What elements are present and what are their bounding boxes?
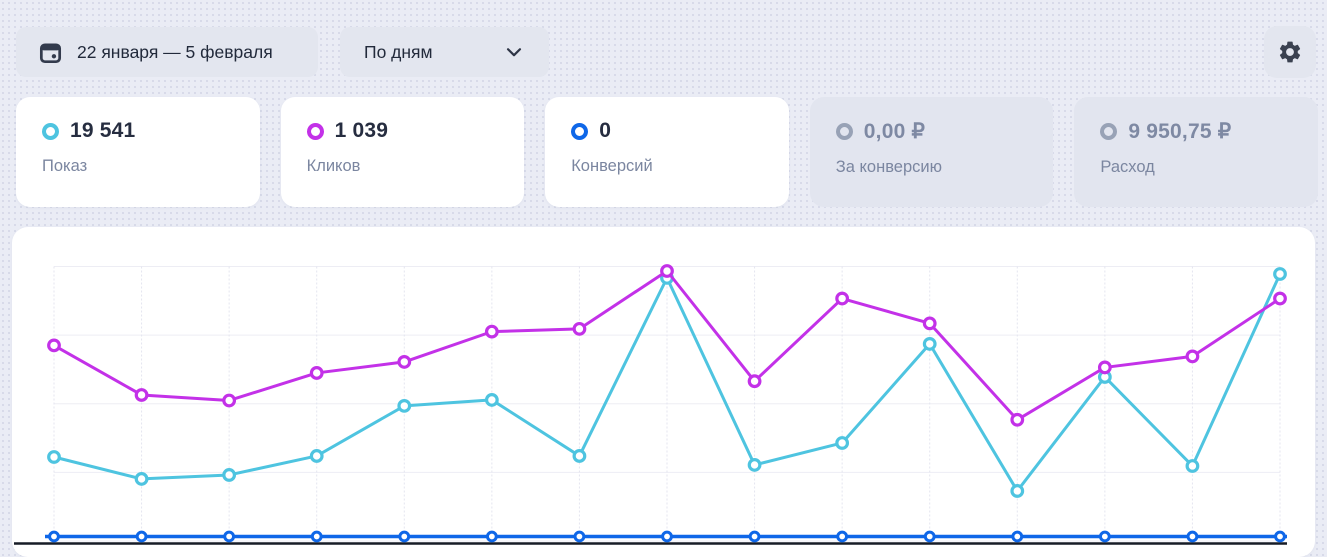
grouping-dropdown[interactable]: По дням (340, 27, 549, 77)
conversions-ring-icon (571, 122, 589, 140)
impressions-value: 19 541 (70, 119, 136, 142)
toolbar: 22 января — 5 февраля По дням (0, 0, 1327, 92)
spend-value: 9 950,75 ₽ (1128, 120, 1232, 143)
statistics-line-chart[interactable] (12, 227, 1315, 557)
cost-per-conversion-value: 0,00 ₽ (863, 120, 926, 143)
spend-ring-icon (1100, 123, 1118, 140)
cost-per-conversion-label: За конверсию (835, 158, 942, 176)
metric-card-impressions[interactable]: 19 541 Показ (16, 97, 260, 207)
date-range-label: 22 января — 5 февраля (77, 41, 273, 62)
statistics-chart-card (12, 227, 1315, 557)
settings-button[interactable] (1264, 26, 1316, 78)
metrics-row: 19 541 Показ 1 039 Кликов 0 Конверсий 0,… (16, 97, 1318, 207)
calendar-icon (38, 40, 63, 65)
clicks-label: Кликов (306, 157, 361, 175)
chevron-down-icon (503, 41, 525, 63)
grouping-label: По дням (364, 41, 433, 62)
metric-card-clicks[interactable]: 1 039 Кликов (280, 97, 525, 207)
metric-card-cost-per-conversion[interactable]: 0,00 ₽ За конверсию (809, 97, 1054, 207)
conversions-label: Конверсий (571, 157, 653, 175)
cost-per-conversion-ring-icon (835, 123, 853, 140)
clicks-ring-icon (306, 122, 324, 140)
gear-icon (1277, 39, 1303, 65)
clicks-value: 1 039 (334, 119, 389, 142)
conversions-value: 0 (599, 119, 612, 142)
metric-card-spend[interactable]: 9 950,75 ₽ Расход (1074, 97, 1318, 207)
date-range-button[interactable]: 22 января — 5 февраля (16, 27, 318, 77)
impressions-ring-icon (42, 122, 59, 140)
spend-label: Расход (1100, 158, 1155, 176)
impressions-label: Показ (42, 157, 88, 175)
metric-card-conversions[interactable]: 0 Конверсий (545, 97, 789, 207)
